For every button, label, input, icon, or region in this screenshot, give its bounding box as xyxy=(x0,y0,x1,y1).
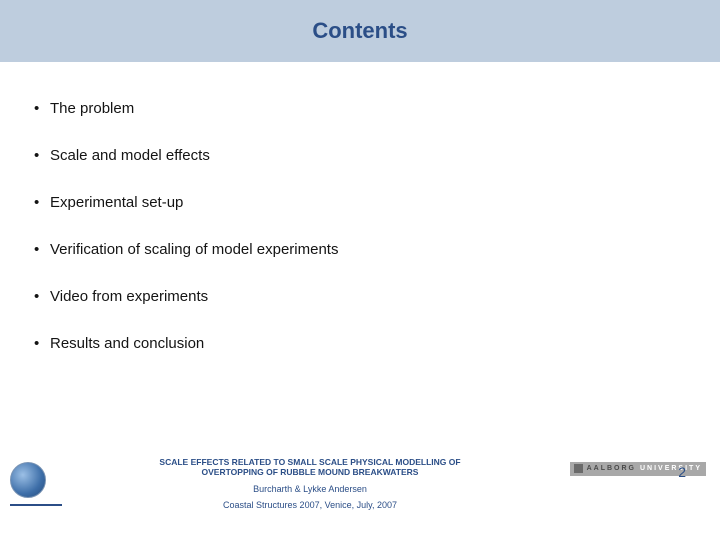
footer-authors: Burcharth & Lykke Andersen xyxy=(90,484,530,494)
page-number: 2 xyxy=(678,464,686,480)
footer-conference: Coastal Structures 2007, Venice, July, 2… xyxy=(90,500,530,510)
list-item: Verification of scaling of model experim… xyxy=(34,241,686,258)
list-item: Experimental set-up xyxy=(34,194,686,211)
footer-title-line2: OVERTOPPING OF RUBBLE MOUND BREAKWATERS xyxy=(90,468,530,478)
university-name-part1: AALBORG xyxy=(587,465,636,472)
list-item: Results and conclusion xyxy=(34,335,686,352)
institution-logo-icon xyxy=(10,462,62,506)
list-item: The problem xyxy=(34,100,686,117)
list-item: Scale and model effects xyxy=(34,147,686,164)
slide-title: Contents xyxy=(312,18,407,44)
footer-center: SCALE EFFECTS RELATED TO SMALL SCALE PHY… xyxy=(90,458,530,510)
footer-right: AALBORG UNIVERSITY 2 xyxy=(551,460,706,478)
content-area: The problem Scale and model effects Expe… xyxy=(0,62,720,352)
title-bar: Contents xyxy=(0,0,720,62)
university-name-part2: UNIVERSITY xyxy=(640,465,702,472)
footer: SCALE EFFECTS RELATED TO SMALL SCALE PHY… xyxy=(0,458,720,528)
list-item: Video from experiments xyxy=(34,288,686,305)
bullet-list: The problem Scale and model effects Expe… xyxy=(34,100,686,352)
